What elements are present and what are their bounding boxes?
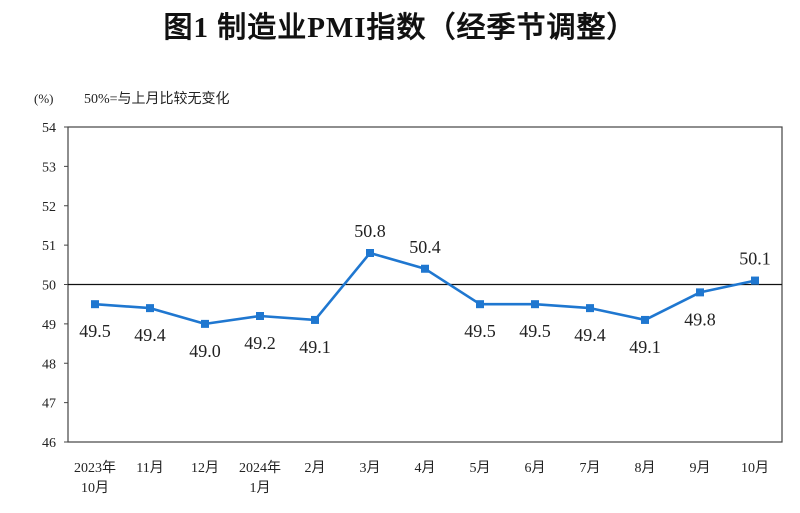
series — [91, 249, 759, 328]
data-label: 49.0 — [189, 341, 221, 361]
reference-note: 50%=与上月比较无变化 — [84, 92, 230, 107]
y-tick-label: 48 — [42, 357, 56, 372]
data-point-marker — [366, 249, 374, 257]
x-tick-label-line: 10月 — [741, 460, 769, 476]
data-point-marker — [586, 304, 594, 313]
x-tick-label: 9月 — [690, 460, 711, 476]
x-tick-label-line: 9月 — [690, 460, 711, 476]
x-tick-label-line: 5月 — [470, 460, 491, 476]
x-tick-label: 10月 — [741, 460, 769, 476]
data-point-marker — [696, 288, 704, 297]
x-tick-label-line: 3月 — [360, 460, 381, 476]
data-label: 49.1 — [299, 337, 331, 357]
x-tick-label-line: 2月 — [305, 460, 326, 476]
data-labels: 49.5 49.4 49.0 49.2 49.1 50.8 50.4 49.5 49.5 49.4… — [79, 221, 771, 361]
x-tick-label-line: 1月 — [250, 480, 271, 496]
data-point-marker — [641, 315, 649, 324]
series-line — [94, 251, 756, 326]
x-tick-label: 7月 — [580, 460, 601, 476]
data-label: 49.1 — [629, 337, 661, 357]
x-tick-label: 4月 — [415, 460, 436, 476]
x-tick-label-line: 7月 — [580, 460, 601, 476]
data-label: 49.5 — [464, 321, 496, 341]
x-tick-label-line: 10月 — [81, 480, 109, 496]
data-point-marker — [91, 300, 99, 309]
y-tick-label: 47 — [42, 397, 56, 412]
data-label: 49.5 — [79, 321, 111, 341]
x-tick-label: 2月 — [305, 460, 326, 476]
x-tick-label-line: 11月 — [136, 460, 163, 476]
x-tick-label-line: 2024年 — [239, 460, 281, 476]
data-point-marker — [256, 312, 264, 320]
x-tick-label-line: 6月 — [525, 460, 546, 476]
x-tick-label: 8月 — [635, 460, 656, 476]
data-label: 49.4 — [574, 325, 606, 345]
chart-title: 图1 制造业PMI指数（经季节调整） — [163, 12, 637, 44]
y-axis-unit: (%) — [34, 91, 54, 106]
data-label: 50.8 — [354, 221, 386, 241]
data-label: 49.5 — [519, 321, 551, 341]
data-point-marker — [751, 276, 759, 285]
y-tick-labels: 46 47 48 49 50 51 52 53 54 — [42, 121, 56, 451]
data-point-marker — [146, 304, 154, 313]
y-tick-label: 46 — [42, 436, 56, 451]
y-tick-label: 53 — [42, 160, 56, 175]
x-tick-labels: 2023年 10月 11月 12月 2024年 1月 2月 3月 4月 5月 6月 7月 8月 9月 10月 — [74, 460, 769, 496]
x-tick-label: 5月 — [470, 460, 491, 476]
data-label: 50.1 — [739, 249, 771, 269]
x-tick-label: 3月 — [360, 460, 381, 476]
y-tick-label: 51 — [42, 239, 56, 254]
data-point-marker — [531, 300, 539, 309]
axes — [64, 126, 783, 443]
x-tick-label: 12月 — [191, 460, 219, 476]
y-tick-label: 52 — [42, 200, 56, 215]
x-tick-label-line: 8月 — [635, 460, 656, 476]
data-point-marker — [201, 319, 209, 328]
x-tick-label-line: 4月 — [415, 460, 436, 476]
x-tick-label: 2024年 1月 — [239, 460, 281, 496]
data-point-marker — [476, 300, 484, 309]
data-point-marker — [311, 315, 319, 324]
x-tick-label: 6月 — [525, 460, 546, 476]
x-tick-label-line: 2023年 — [74, 460, 116, 476]
y-tick-label: 49 — [42, 318, 56, 333]
x-tick-label: 11月 — [136, 460, 163, 476]
y-tick-label: 54 — [42, 121, 56, 136]
x-tick-label-line: 12月 — [191, 460, 219, 476]
data-point-marker — [421, 264, 429, 273]
x-tick-label: 2023年 10月 — [74, 460, 116, 496]
data-label: 49.8 — [684, 309, 716, 329]
y-tick-label: 50 — [42, 279, 56, 294]
data-label: 50.4 — [409, 237, 441, 257]
data-label: 49.4 — [134, 325, 166, 345]
data-label: 49.2 — [244, 333, 276, 353]
